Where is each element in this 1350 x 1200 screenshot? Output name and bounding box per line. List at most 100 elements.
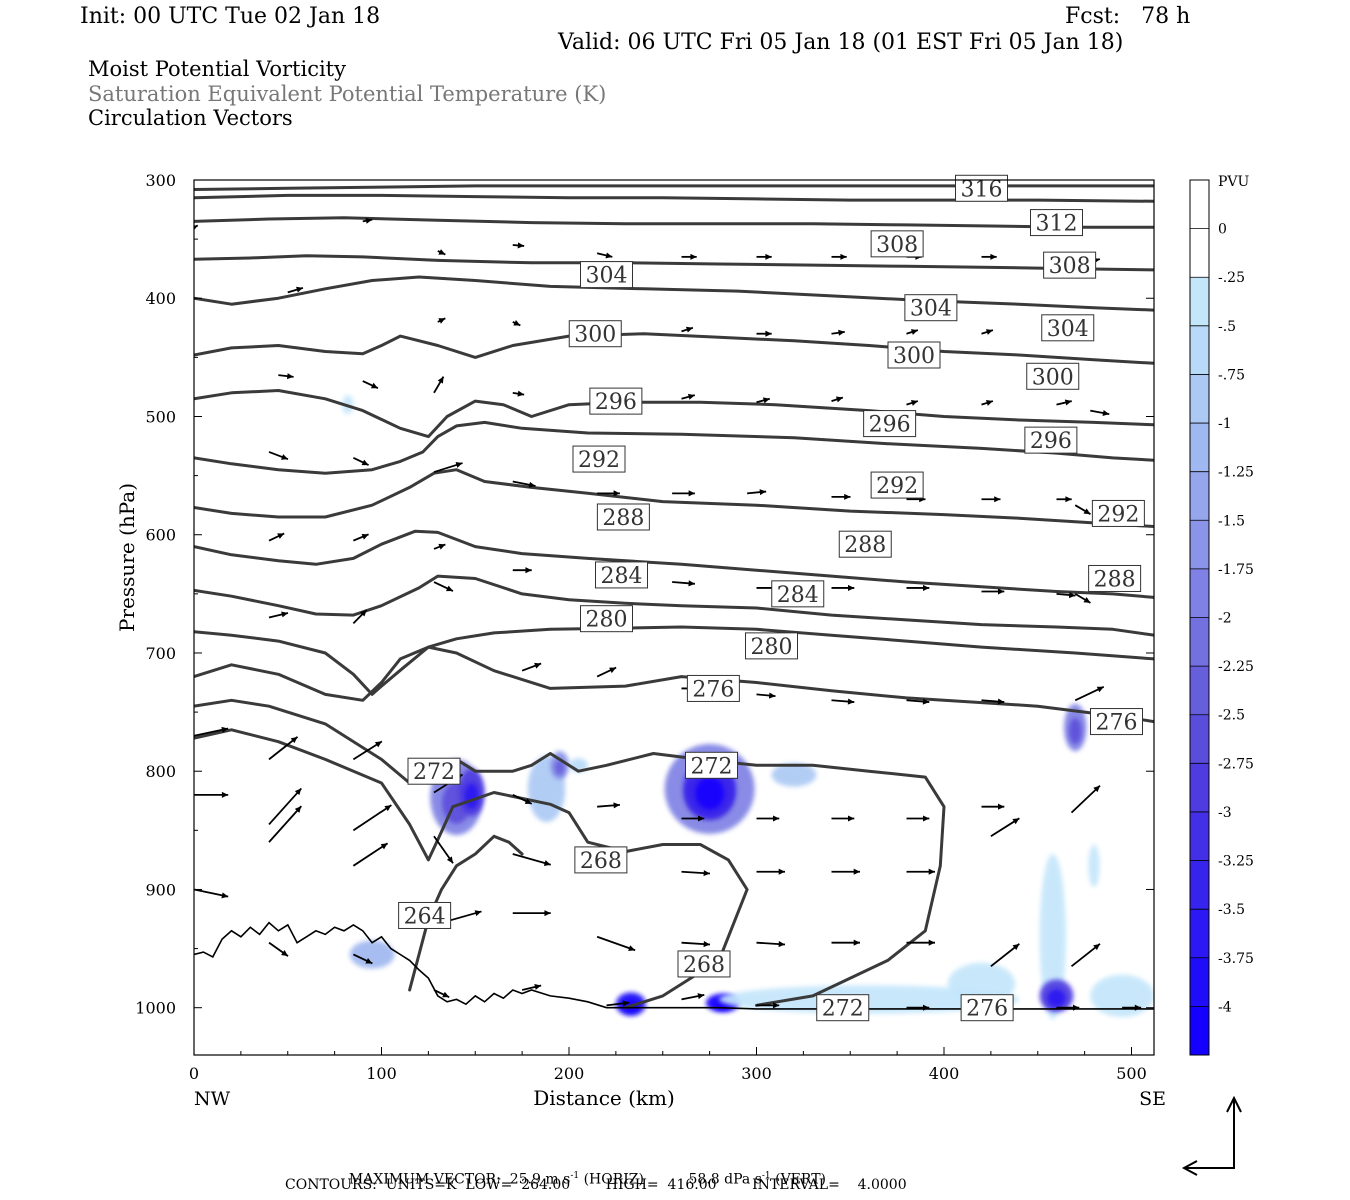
x-end-label-nw: NW bbox=[194, 1088, 231, 1110]
contour-label-300-1: 300 bbox=[887, 341, 941, 369]
contour-label-292-2: 292 bbox=[1091, 499, 1145, 527]
contour-label-box bbox=[568, 320, 622, 348]
circulation-vector-77 bbox=[831, 815, 855, 822]
contour-280 bbox=[194, 625, 1154, 696]
circulation-vector-29 bbox=[831, 396, 844, 403]
pv-shade-14 bbox=[1088, 844, 1100, 888]
vector-head bbox=[221, 892, 229, 899]
contour-label-text: 292 bbox=[1097, 502, 1139, 527]
contour-label-text: 292 bbox=[876, 474, 918, 499]
plot-frame bbox=[193, 179, 1155, 1056]
vector-head bbox=[853, 868, 860, 875]
vector-head bbox=[517, 242, 525, 249]
y-tick-label-900: 900 bbox=[145, 880, 176, 899]
init-time: Init: 00 UTC Tue 02 Jan 18 bbox=[80, 4, 381, 29]
y-tick-label-300: 300 bbox=[145, 171, 176, 190]
circulation-vector-54 bbox=[906, 584, 930, 591]
circulation-vector-59 bbox=[352, 609, 368, 625]
circulation-vector-99 bbox=[756, 941, 786, 948]
contour-312 bbox=[194, 254, 1154, 272]
vector-head bbox=[524, 798, 532, 804]
contour-label-box bbox=[398, 901, 452, 929]
colorbar-swatch-8 bbox=[1190, 568, 1209, 618]
contour-label-box bbox=[771, 580, 825, 608]
contour-264 bbox=[408, 834, 524, 992]
y-axis-title: Pressure (hPa) bbox=[115, 483, 139, 632]
vector-head bbox=[697, 993, 705, 1000]
vector-head bbox=[1102, 410, 1110, 416]
reference-vector-icon bbox=[1181, 1095, 1242, 1176]
contour-label-text: 308 bbox=[876, 233, 918, 258]
vector-head bbox=[281, 611, 288, 618]
contour-308 bbox=[194, 275, 1154, 312]
vector-head bbox=[922, 815, 930, 822]
circulation-vector-115 bbox=[1122, 1004, 1142, 1011]
contour-label-box bbox=[870, 471, 924, 499]
circulation-vector-106 bbox=[433, 989, 450, 998]
contour-label-text: 272 bbox=[822, 997, 864, 1022]
vector-shaft bbox=[268, 787, 302, 826]
pv-shade-core-12 bbox=[1047, 989, 1066, 1008]
vector-head bbox=[361, 533, 369, 540]
circulation-vector-64 bbox=[756, 692, 776, 699]
contour-label-276-2: 276 bbox=[1090, 708, 1143, 736]
contour-label-304-0: 304 bbox=[580, 261, 633, 289]
circulation-vector-112 bbox=[906, 1004, 930, 1011]
colorbar-swatch-10 bbox=[1190, 666, 1209, 715]
contour-label-300-2: 300 bbox=[1026, 362, 1080, 390]
y-tick-label-1000: 1000 bbox=[135, 999, 176, 1018]
colorbar-level-11: -2.75 bbox=[1218, 756, 1254, 772]
circulation-vector-75 bbox=[681, 815, 705, 822]
circulation-vector-70 bbox=[268, 736, 299, 761]
circulation-vector-56 bbox=[1056, 592, 1076, 599]
contour-label-text: 296 bbox=[1030, 429, 1072, 454]
vector-shaft bbox=[1070, 784, 1101, 814]
circulation-vector-76 bbox=[756, 815, 780, 822]
circulation-vector-104 bbox=[268, 941, 289, 957]
vector-head bbox=[847, 815, 855, 822]
vector-head bbox=[360, 609, 367, 617]
vector-head bbox=[922, 1004, 930, 1011]
reference-vector-axes bbox=[1185, 1100, 1235, 1169]
vector-head bbox=[374, 741, 382, 748]
field-moist-pv: Moist Potential Vorticity bbox=[88, 57, 346, 81]
circulation-vector-88 bbox=[831, 868, 860, 875]
circulation-vector-68 bbox=[1074, 685, 1105, 702]
vector-head bbox=[762, 397, 770, 404]
contour-label-text: 284 bbox=[777, 583, 819, 608]
colorbar-level-0: 0 bbox=[1218, 222, 1227, 238]
contour-label-box bbox=[685, 751, 738, 779]
circulation-vector-25 bbox=[512, 390, 525, 397]
vector-head bbox=[438, 543, 446, 550]
contour-label-304-1: 304 bbox=[904, 294, 958, 322]
circulation-vector-48 bbox=[433, 543, 446, 550]
x-axis-title: Distance (km) bbox=[533, 1086, 675, 1110]
vector-head bbox=[609, 667, 617, 674]
vector-head bbox=[772, 815, 780, 822]
plot-area bbox=[194, 184, 1154, 1020]
vector-head bbox=[985, 400, 993, 406]
x-end-label-se: SE bbox=[1139, 1088, 1166, 1110]
colorbar-swatch-9 bbox=[1190, 617, 1209, 667]
circulation-vector-108 bbox=[606, 1000, 630, 1007]
x-tick-label-0: 0 bbox=[189, 1064, 199, 1083]
vector-head bbox=[703, 870, 710, 877]
vector-head bbox=[194, 225, 198, 231]
circulation-vector-73 bbox=[512, 794, 533, 805]
vector-head bbox=[517, 390, 525, 397]
circulation-vector-38 bbox=[597, 490, 620, 497]
contour-label-box bbox=[574, 846, 628, 874]
circulation-vector-31 bbox=[981, 400, 994, 406]
contour-label-text: 284 bbox=[601, 564, 643, 589]
y-tick-label-500: 500 bbox=[145, 407, 176, 426]
x-tick-label-400: 400 bbox=[929, 1064, 960, 1083]
circulation-vector-4 bbox=[512, 242, 525, 249]
contour-label-text: 308 bbox=[1049, 254, 1091, 279]
contour-label-text: 300 bbox=[893, 344, 935, 369]
colorbar-level-6: -1.5 bbox=[1218, 513, 1245, 529]
contour-300 bbox=[194, 389, 1154, 439]
vector-head bbox=[1083, 508, 1091, 515]
circulation-vector-17 bbox=[756, 330, 772, 337]
vector-head bbox=[380, 843, 388, 850]
circulation-vector-93 bbox=[268, 805, 302, 843]
